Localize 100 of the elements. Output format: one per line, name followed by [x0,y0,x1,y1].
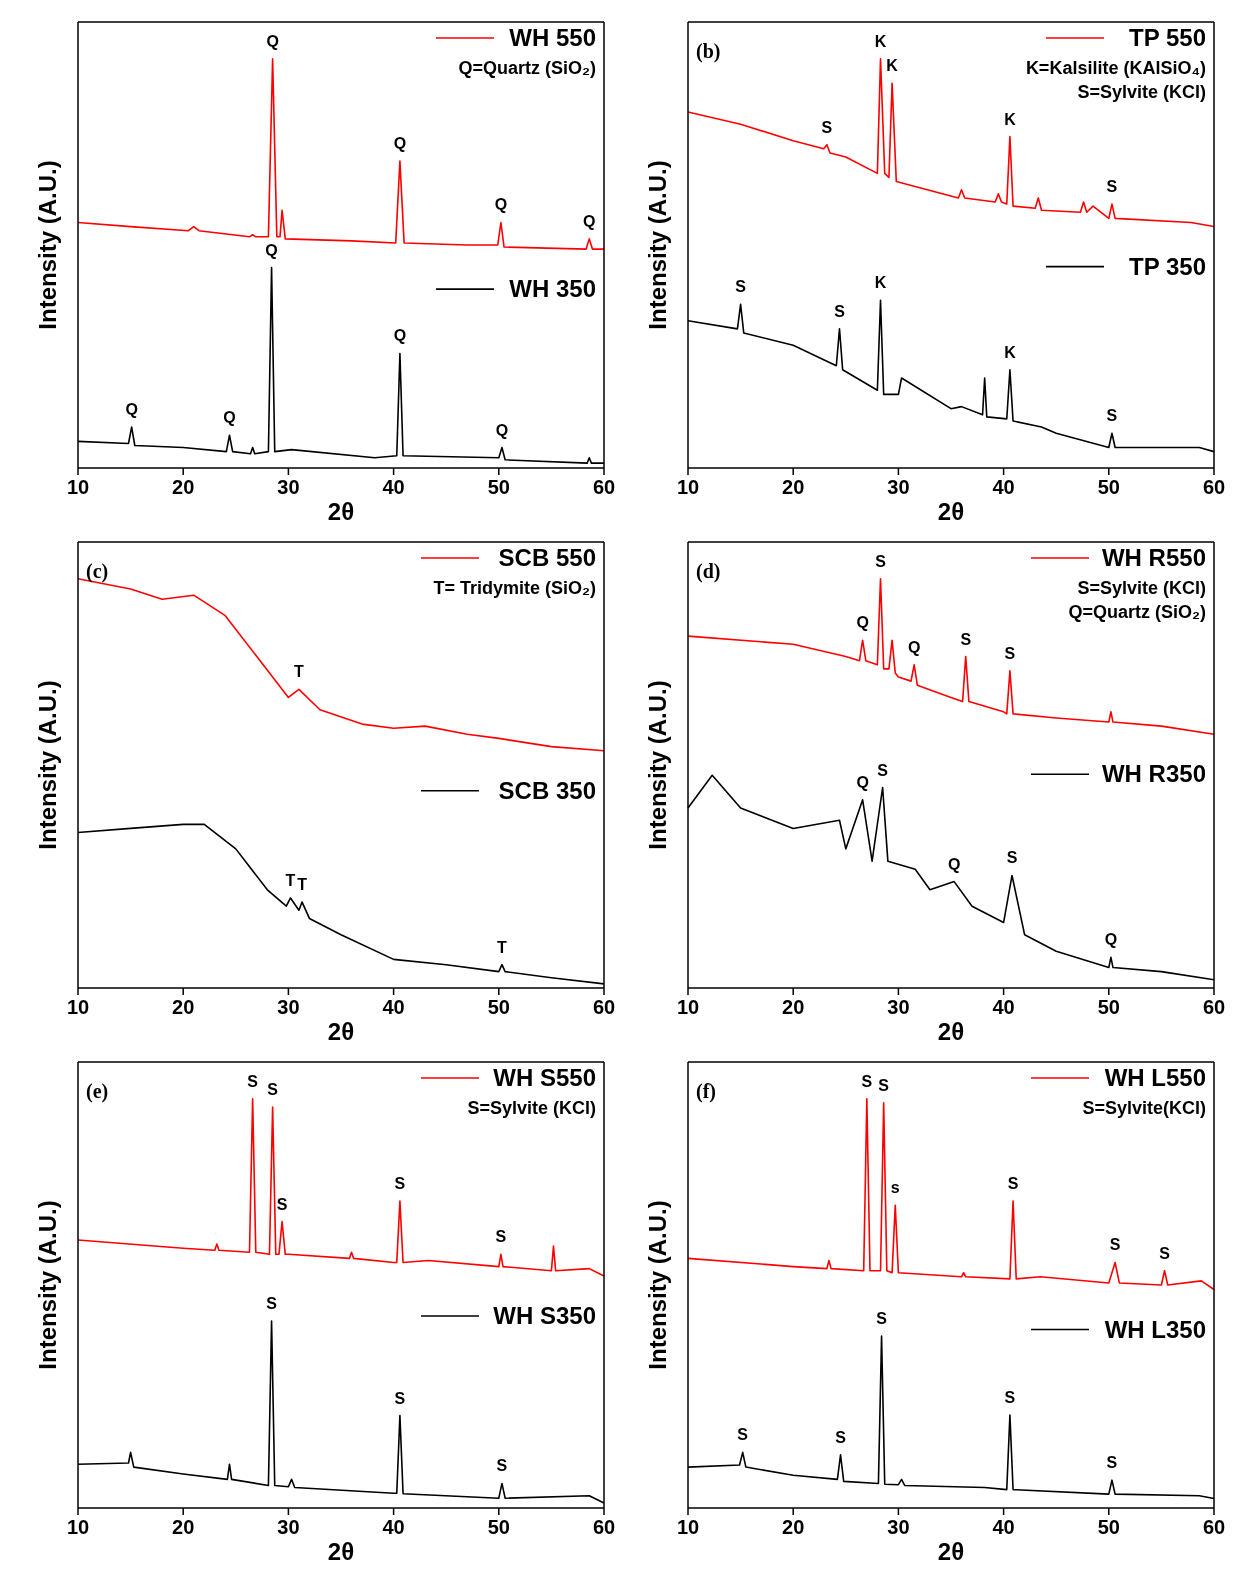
chart-title: (b) [696,40,721,63]
annotation: S [737,1426,749,1444]
legend-label: WH S550 [493,1064,596,1091]
annotation: T [294,663,305,681]
x-tick-label: 60 [592,1516,616,1538]
annotation: Q=Quartz (SiO₂) [458,58,596,78]
x-tick-label: 40 [382,1516,405,1538]
x-tick-label: 20 [172,1516,195,1538]
annotation: S=Sylvite (KCl) [467,1098,596,1118]
annotation: Q [583,212,596,230]
annotation: S [1004,1389,1016,1407]
legend-label: TP 550 [1129,24,1206,51]
annotation: K [874,32,887,50]
x-axis-title: 2θ [327,498,355,525]
annotation: S [960,630,972,648]
x-tick-label: 40 [382,476,405,498]
legend-label: WH R550 [1101,544,1206,571]
annotation: K=Kalsilite (KAlSiO₄) [1025,58,1206,78]
y-axis-title: Intensity (A.U.) [34,1200,61,1370]
x-tick-label: 40 [382,996,405,1018]
annotation: Q [125,401,138,419]
annotation: K [886,57,899,75]
annotation: Q [265,241,278,259]
x-tick-label: 30 [887,476,910,498]
x-tick-label: 30 [277,1516,300,1538]
annotation: S [1106,407,1118,425]
x-tick-label: 30 [277,476,300,498]
y-axis-title: Intensity (A.U.) [34,680,61,850]
annotation: S=Sylvite (KCl) [1077,578,1206,598]
annotation: S [735,278,747,296]
x-tick-label: 20 [172,996,195,1018]
chart-title: (d) [696,560,721,583]
annotation: S [861,1072,873,1090]
annotation: S [1004,644,1016,662]
x-tick-label: 30 [887,1516,910,1538]
x-tick-label: 50 [487,1516,510,1538]
x-tick-label: 60 [1202,1516,1226,1538]
annotation: K [1004,343,1017,361]
annotation: S [1109,1236,1121,1254]
x-tick-label: 10 [676,476,700,498]
x-tick-label: 20 [172,476,195,498]
x-axis-title: 2θ [327,1538,355,1565]
y-axis-title: Intensity (A.U.) [644,680,671,850]
annotation: Q [393,135,407,153]
x-tick-label: 10 [676,996,700,1018]
annotation: T [497,938,508,956]
x-tick-label: 40 [992,1516,1015,1538]
annotation: K [874,274,887,292]
annotation: s [890,1179,900,1197]
annotation: S [876,1310,888,1328]
legend-label: TP 350 [1129,252,1206,280]
legend-label: WH 350 [509,275,596,303]
x-tick-label: 60 [592,476,616,498]
annotation: S [1007,1175,1019,1193]
annotation: Q [223,409,236,427]
annotation: S [835,1428,847,1446]
y-axis-title: Intensity (A.U.) [34,160,61,330]
x-axis-title: 2θ [327,1018,355,1045]
x-tick-label: 20 [782,476,805,498]
x-tick-label: 40 [992,476,1015,498]
x-axis-title: 2θ [937,498,965,525]
annotation: S [1006,849,1018,867]
x-tick-label: 10 [676,1516,700,1538]
annotation: Q [495,421,509,439]
annotation: Q [494,196,508,214]
x-tick-label: 60 [1202,996,1226,1018]
x-tick-label: 20 [782,996,805,1018]
annotation: S [496,1457,508,1475]
x-tick-label: 40 [992,996,1015,1018]
annotation: S [495,1228,507,1246]
annotation: S [266,1295,278,1313]
annotation: S [877,761,889,779]
annotation: S=Sylvite(KCl) [1082,1098,1206,1118]
legend-label: SCB 550 [498,544,596,571]
x-tick-label: 10 [66,1516,90,1538]
x-tick-label: 50 [487,996,510,1018]
chart-title: (f) [696,1080,716,1103]
x-tick-label: 60 [1202,476,1226,498]
annotation: S [821,118,833,136]
annotation: S=Sylvite (KCl) [1077,82,1206,102]
legend-label: SCB 350 [498,776,596,804]
annotation: Q [393,327,407,345]
legend-label: WH 550 [509,24,596,51]
x-tick-label: 30 [887,996,910,1018]
x-tick-label: 50 [487,476,510,498]
x-axis-title: 2θ [937,1538,965,1565]
annotation: Q [856,773,869,791]
annotation: S [267,1081,279,1099]
annotation: S [878,1076,890,1094]
annotation: Q=Quartz (SiO₂) [1068,602,1206,622]
x-tick-label: 50 [1097,476,1120,498]
annotation: T= Tridymite (SiO₂) [433,578,596,598]
annotation: S [394,1175,406,1193]
chart-title: (e) [86,1080,109,1103]
annotation: K [1004,110,1017,128]
annotation: S [394,1389,406,1407]
annotation: S [1106,1454,1118,1472]
annotation: S [247,1072,259,1090]
annotation: Q [907,638,921,656]
chart-title: (c) [86,560,109,583]
